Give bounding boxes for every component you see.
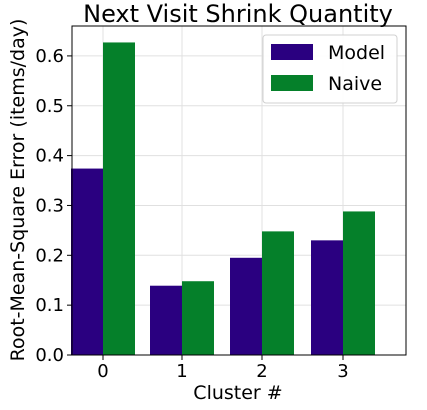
legend-label-naive: Naive	[328, 73, 382, 95]
bar-model-cluster-2	[230, 257, 262, 355]
bars-group	[71, 42, 375, 355]
x-tick-label: 0	[97, 361, 108, 382]
x-axis: 0 1 2 3	[97, 355, 349, 382]
y-tick-label: 0.3	[35, 195, 64, 216]
y-tick-label: 0.1	[35, 295, 64, 316]
legend-swatch-naive	[271, 75, 313, 91]
bar-naive-cluster-3	[343, 211, 375, 355]
bar-naive-cluster-1	[182, 281, 214, 355]
x-tick-label: 1	[176, 361, 187, 382]
y-tick-label: 0.6	[35, 46, 64, 67]
bar-model-cluster-0	[71, 168, 103, 355]
chart-title: Next Visit Shrink Quantity	[83, 0, 393, 28]
y-tick-label: 0.2	[35, 245, 64, 266]
x-axis-title: Cluster #	[193, 382, 282, 404]
bar-model-cluster-3	[311, 240, 343, 355]
y-axis-title: Root-Mean-Square Error (items/day)	[7, 19, 29, 362]
x-tick-label: 2	[256, 361, 267, 382]
bar-naive-cluster-2	[262, 231, 294, 355]
y-tick-label: 0.5	[35, 96, 64, 117]
y-axis: 0.0 0.1 0.2 0.3 0.4 0.5 0.6	[35, 46, 72, 366]
plot-frame	[71, 25, 407, 356]
y-tick-label: 0.0	[35, 345, 64, 366]
legend-swatch-model	[271, 44, 313, 60]
bar-model-cluster-1	[150, 285, 182, 355]
legend-label-model: Model	[328, 42, 385, 64]
y-tick-label: 0.4	[35, 146, 64, 167]
x-tick-label: 3	[337, 361, 348, 382]
legend: Model Naive	[262, 34, 398, 104]
bar-naive-cluster-0	[103, 42, 135, 355]
